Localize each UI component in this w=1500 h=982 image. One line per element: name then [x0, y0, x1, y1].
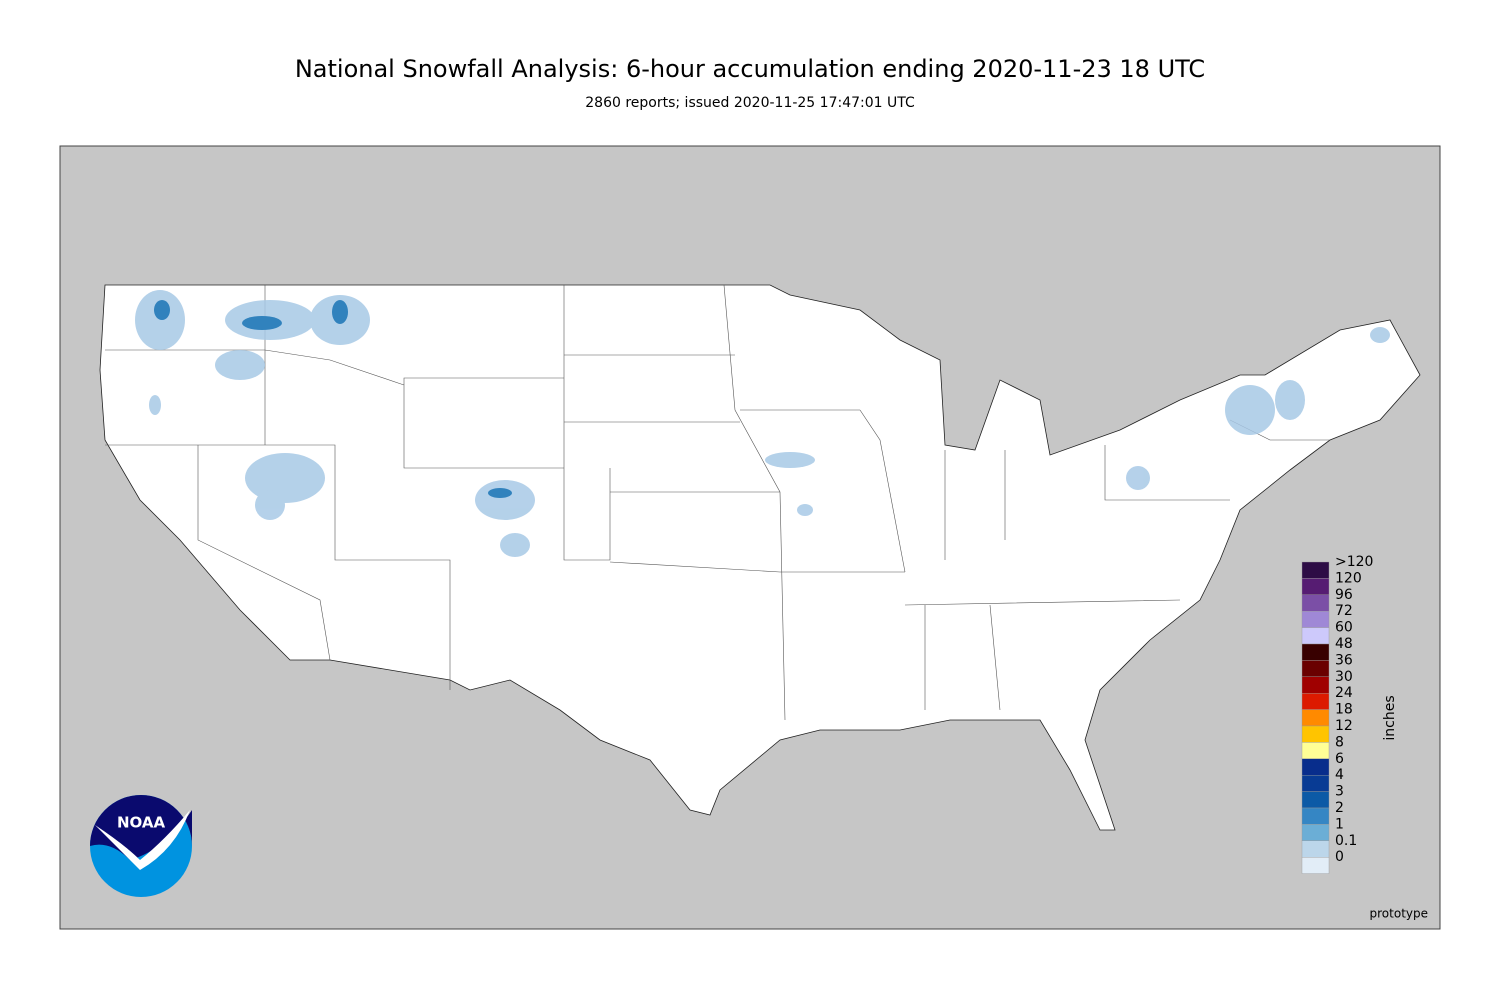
legend-label: 4 — [1335, 767, 1344, 783]
legend-label: >120 — [1335, 554, 1373, 570]
legend-swatch — [1301, 824, 1330, 842]
legend-swatch — [1301, 561, 1330, 579]
legend-swatch — [1301, 775, 1330, 792]
legend-label: 120 — [1335, 570, 1362, 586]
legend-swatch — [1301, 725, 1330, 743]
legend-label: 72 — [1335, 603, 1353, 619]
legend-label: 3 — [1335, 784, 1344, 800]
legend-label: 6 — [1335, 751, 1344, 767]
legend-swatch — [1301, 676, 1330, 694]
legend-swatch — [1301, 791, 1330, 809]
legend-swatch — [1301, 660, 1330, 678]
legend-unit: inches — [1382, 695, 1398, 740]
legend-label: 12 — [1335, 718, 1353, 734]
legend-swatch — [1301, 611, 1330, 628]
legend-label: 1 — [1335, 816, 1344, 832]
legend-swatch — [1301, 709, 1330, 727]
legend-label: 48 — [1335, 636, 1353, 652]
legend-swatch — [1301, 758, 1330, 776]
legend-label: 2 — [1335, 800, 1344, 816]
prototype-note: prototype — [1370, 907, 1428, 921]
legend-label: 0.1 — [1335, 833, 1357, 849]
legend-swatch — [1301, 742, 1330, 760]
legend-label: 60 — [1335, 620, 1353, 636]
legend-swatch — [1301, 578, 1330, 596]
legend-label: 8 — [1335, 734, 1344, 750]
legend-swatch — [1301, 693, 1330, 710]
legend-label: 0 — [1335, 849, 1344, 865]
logo-text: NOAA — [117, 814, 166, 832]
subtitle: 2860 reports; issued 2020-11-25 17:47:01… — [585, 95, 915, 111]
legend-swatch — [1301, 594, 1330, 612]
legend-label: 96 — [1335, 587, 1353, 603]
legend-swatch — [1301, 840, 1330, 858]
logo-gull — [95, 810, 190, 870]
snowfall-cores — [154, 300, 512, 498]
legend-swatch — [1301, 857, 1330, 874]
legend-label: 18 — [1335, 702, 1353, 718]
conus — [99, 284, 1421, 831]
legend-label: 36 — [1335, 652, 1353, 668]
map — [59, 145, 1441, 930]
legend-label: 30 — [1335, 669, 1353, 685]
legend-swatch — [1301, 643, 1330, 661]
noaa-logo: NOAA — [90, 795, 192, 897]
title: National Snowfall Analysis: 6-hour accum… — [295, 55, 1205, 83]
legend-label: 24 — [1335, 685, 1353, 701]
legend-swatch — [1301, 807, 1330, 825]
legend-swatch — [1301, 627, 1330, 645]
